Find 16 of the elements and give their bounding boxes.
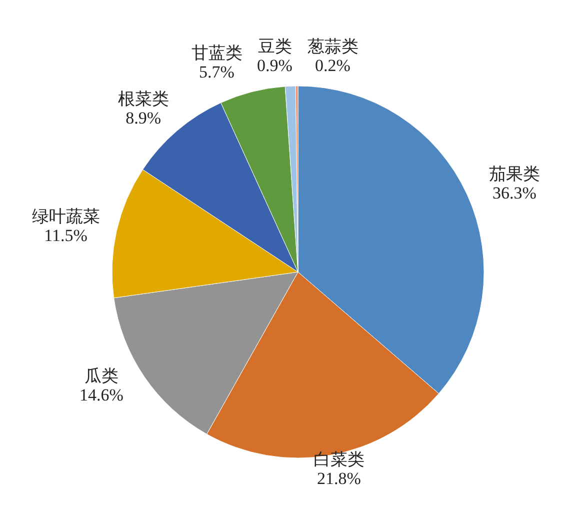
data-label: 14.6% xyxy=(79,386,124,405)
data-label: 8.9% xyxy=(126,108,162,128)
slice-label: 葱蒜类 xyxy=(307,37,358,56)
slice-label: 瓜类 xyxy=(84,366,118,386)
slice-label: 白菜类 xyxy=(313,450,364,470)
slice-label: 甘蓝类 xyxy=(191,44,242,63)
data-label: 11.5% xyxy=(44,226,88,246)
data-label: 21.8% xyxy=(317,469,361,488)
slice-label: 根菜类 xyxy=(118,89,169,108)
slice-label: 绿叶蔬菜 xyxy=(32,207,100,226)
slice-label: 豆类 xyxy=(258,37,292,56)
data-label: 0.2% xyxy=(315,56,350,76)
slice-label: 茄果类 xyxy=(488,164,540,184)
data-label: 5.7% xyxy=(199,62,234,82)
data-label: 36.3% xyxy=(492,183,536,202)
data-label: 0.9% xyxy=(257,56,292,76)
